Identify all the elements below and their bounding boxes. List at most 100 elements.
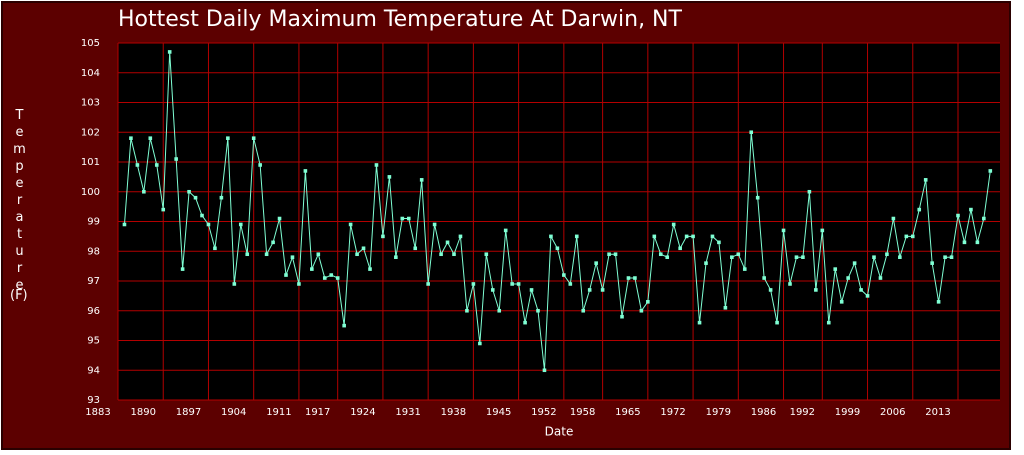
marker — [665, 255, 670, 259]
marker — [226, 136, 230, 140]
marker — [316, 252, 321, 257]
marker — [238, 222, 243, 227]
marker — [581, 308, 586, 313]
marker — [613, 252, 618, 257]
marker — [878, 276, 883, 280]
x-tick-label: 2013 — [925, 407, 950, 418]
marker — [122, 222, 127, 227]
y-tick-label: 97 — [87, 276, 100, 287]
y-tick-label: 103 — [81, 98, 100, 109]
marker — [594, 261, 598, 265]
marker — [956, 213, 960, 218]
marker — [949, 255, 954, 259]
marker — [452, 252, 456, 257]
marker — [297, 282, 301, 286]
marker — [975, 240, 980, 245]
marker — [264, 252, 269, 257]
marker — [652, 234, 657, 239]
x-tick-label: 1979 — [706, 407, 731, 418]
marker — [497, 308, 502, 313]
marker — [885, 252, 889, 257]
marker — [717, 240, 721, 245]
y-tick-label: 98 — [87, 246, 100, 257]
marker — [988, 169, 993, 173]
marker — [419, 178, 424, 182]
marker — [174, 157, 178, 161]
marker — [788, 282, 792, 286]
y-axis-unit: (F) — [10, 288, 28, 303]
marker — [742, 267, 747, 271]
marker — [730, 255, 734, 259]
marker — [161, 207, 166, 212]
marker — [678, 246, 682, 251]
marker — [749, 130, 754, 135]
marker — [335, 276, 340, 280]
marker — [801, 255, 805, 259]
marker — [478, 341, 482, 346]
marker — [872, 255, 876, 259]
marker — [930, 261, 934, 265]
marker — [820, 228, 825, 233]
marker — [697, 320, 702, 325]
x-axis-label: Date — [545, 425, 574, 439]
x-tick-label: 1965 — [615, 407, 640, 418]
marker — [936, 300, 941, 304]
y-tick-label: 104 — [81, 68, 100, 79]
marker — [865, 294, 870, 298]
marker — [814, 288, 818, 292]
chart-title: Hottest Daily Maximum Temperature At Dar… — [118, 7, 683, 32]
marker — [361, 246, 366, 251]
marker — [549, 234, 553, 239]
marker — [510, 282, 514, 286]
marker — [445, 240, 450, 245]
y-tick-label: 102 — [81, 127, 100, 138]
x-tick-label: 1883 — [85, 407, 110, 418]
marker — [600, 288, 605, 292]
marker — [400, 216, 405, 221]
marker — [251, 136, 256, 140]
marker — [213, 246, 217, 251]
marker — [891, 216, 896, 221]
marker — [148, 136, 153, 140]
marker — [439, 252, 443, 257]
marker — [704, 261, 708, 265]
marker — [768, 288, 773, 292]
marker — [413, 246, 418, 251]
marker — [846, 276, 850, 280]
marker — [691, 234, 695, 239]
marker — [426, 282, 430, 286]
x-tick-label: 1904 — [221, 407, 246, 418]
marker — [710, 234, 715, 239]
marker — [943, 255, 947, 259]
marker — [284, 273, 288, 277]
marker — [310, 267, 314, 271]
marker — [154, 163, 159, 167]
marker — [232, 282, 237, 286]
marker — [135, 163, 140, 167]
marker — [562, 273, 566, 277]
marker — [898, 255, 902, 259]
marker — [923, 178, 928, 182]
marker — [807, 189, 812, 194]
marker — [781, 228, 786, 233]
marker — [852, 261, 857, 265]
x-tick-label: 1999 — [835, 407, 860, 418]
marker — [684, 234, 689, 239]
marker — [394, 255, 398, 259]
marker — [639, 308, 644, 313]
marker — [917, 207, 922, 212]
marker — [348, 222, 353, 227]
marker — [755, 195, 760, 200]
marker — [910, 234, 915, 239]
x-tick-label: 1931 — [395, 407, 420, 418]
marker — [574, 234, 579, 239]
y-tick-label: 94 — [87, 365, 100, 376]
marker — [833, 267, 838, 271]
marker — [277, 216, 282, 221]
x-tick-label: 1890 — [131, 407, 156, 418]
x-tick-label: 1972 — [660, 407, 685, 418]
marker — [374, 163, 379, 167]
marker — [969, 207, 973, 212]
x-tick-label: 1911 — [266, 407, 291, 418]
